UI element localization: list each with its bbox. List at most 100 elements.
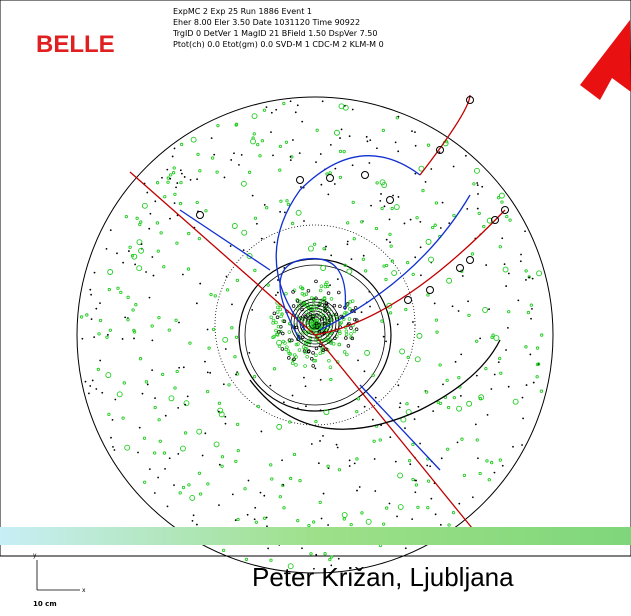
klm-hit	[374, 396, 377, 399]
klm-hit	[466, 207, 469, 210]
calorimeter-hit	[220, 455, 225, 459]
klm-hit	[333, 183, 336, 185]
calorimeter-hit	[446, 277, 453, 284]
klm-hit	[531, 277, 534, 280]
klm-hit	[476, 207, 479, 210]
klm-hit	[313, 567, 315, 570]
calorimeter-hit	[421, 188, 425, 193]
calorimeter-hit	[312, 242, 317, 246]
calorimeter-hit	[438, 363, 442, 367]
track	[249, 339, 501, 430]
calorimeter-hit	[136, 265, 143, 272]
core-hit	[299, 285, 303, 289]
klm-hit	[354, 311, 356, 314]
klm-hit	[379, 199, 382, 202]
klm-hit	[291, 394, 294, 397]
klm-hit	[336, 278, 339, 281]
calorimeter-hit	[285, 199, 289, 203]
core-hit	[312, 324, 317, 328]
core-hit	[339, 314, 343, 319]
klm-hit	[90, 318, 93, 321]
calorimeter-hit	[338, 175, 343, 180]
calorimeter-hit	[204, 209, 208, 213]
core-hit	[319, 284, 324, 288]
calorimeter-hit	[278, 144, 283, 149]
core-hit	[338, 331, 342, 336]
klm-hit	[223, 176, 226, 179]
calorimeter-hit	[323, 552, 327, 556]
calorimeter-hit	[142, 436, 147, 440]
calorimeter-hit	[536, 362, 541, 366]
klm-hit	[164, 467, 166, 470]
calorimeter-hit	[462, 473, 467, 478]
core-hit	[277, 344, 282, 348]
calorimeter-hit	[234, 122, 239, 126]
core-hit	[284, 347, 288, 352]
calorimeter-hit	[162, 451, 167, 455]
klm-hit	[157, 476, 160, 479]
track	[314, 209, 506, 336]
scale-length: 10 cm	[33, 600, 57, 608]
calorimeter-hit	[470, 252, 475, 256]
klm-hit	[368, 290, 371, 293]
calorimeter-hit	[460, 437, 464, 441]
klm-hit	[356, 489, 358, 492]
logo: BELLE	[36, 31, 115, 58]
calorimeter-hit	[323, 409, 330, 416]
core-hit	[354, 327, 359, 332]
klm-hit	[146, 383, 149, 386]
core-hit	[338, 304, 342, 309]
klm-hit	[191, 519, 194, 522]
calorimeter-hit	[389, 244, 393, 248]
calorimeter-hit	[256, 142, 260, 147]
core-hit	[303, 364, 307, 368]
klm-hit	[452, 165, 455, 168]
core-hit	[271, 321, 275, 325]
core-hit	[304, 292, 309, 296]
klm-hit	[206, 328, 209, 331]
klm-hit	[231, 493, 234, 496]
klm-hit	[385, 238, 388, 241]
core-hit	[323, 284, 328, 289]
calorimeter-hit	[411, 272, 415, 277]
klm-hit	[173, 484, 175, 487]
klm-hit	[113, 449, 116, 451]
core-hit	[288, 339, 292, 344]
track-hit	[386, 196, 394, 204]
calorimeter-hit	[221, 548, 226, 552]
core-hit	[342, 350, 347, 354]
klm-hit	[289, 155, 292, 158]
calorimeter-hit	[97, 332, 101, 336]
calorimeter-hit	[320, 265, 327, 271]
klm-hit	[524, 230, 526, 233]
calorimeter-hit	[498, 245, 502, 249]
klm-hit	[488, 308, 490, 311]
calorimeter-hit	[291, 358, 295, 362]
klm-hit	[525, 384, 528, 386]
core-hit	[347, 317, 352, 321]
calorimeter-hit	[346, 268, 353, 275]
klm-hit	[403, 222, 406, 225]
calorimeter-hit	[136, 239, 143, 246]
calorimeter-hit	[535, 346, 540, 350]
klm-hit	[273, 241, 276, 244]
klm-hit	[339, 137, 341, 139]
core-hit	[275, 333, 280, 337]
klm-hit	[389, 241, 391, 244]
klm-hit	[127, 250, 130, 252]
klm-hit	[177, 406, 180, 409]
calorimeter-hit	[260, 139, 265, 143]
calorimeter-hit	[178, 491, 182, 495]
klm-hit	[389, 436, 392, 439]
core-hit	[276, 324, 281, 329]
klm-hit	[474, 423, 477, 426]
calorimeter-hit	[252, 132, 256, 136]
calorimeter-hit	[167, 328, 171, 332]
klm-hit	[145, 271, 147, 273]
klm-hit	[457, 310, 460, 312]
core-hit	[313, 358, 318, 363]
calorimeter-hit	[312, 520, 316, 524]
calorimeter-hit	[380, 319, 384, 323]
klm-hit	[420, 274, 422, 277]
calorimeter-hit	[318, 500, 322, 505]
